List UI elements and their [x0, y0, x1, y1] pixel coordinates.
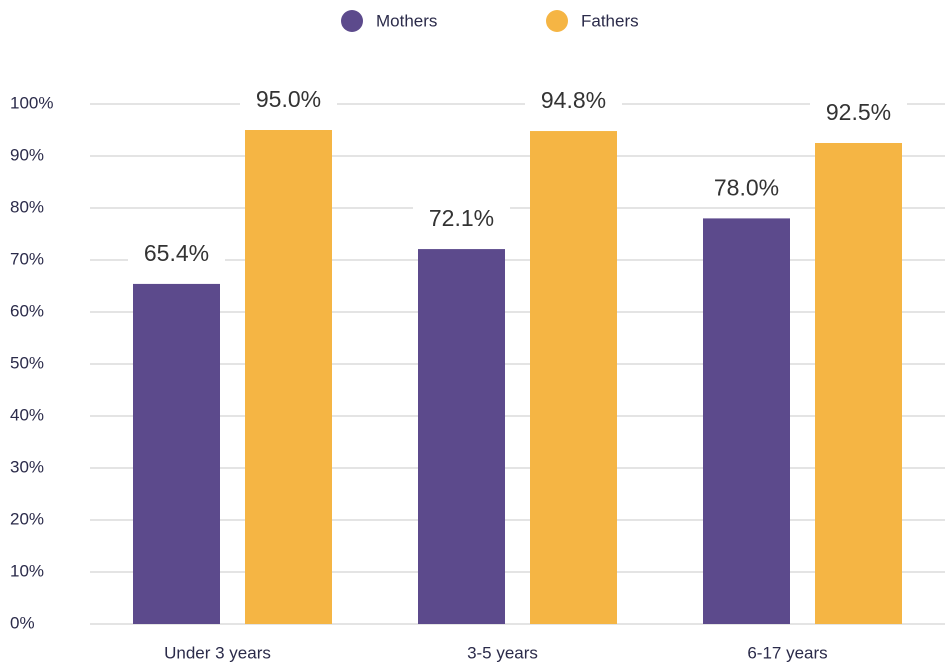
data-label: 78.0%: [714, 174, 779, 200]
legend-swatch: [546, 10, 568, 32]
data-label: 65.4%: [144, 240, 209, 266]
data-label: 72.1%: [429, 205, 494, 231]
data-label: 94.8%: [541, 87, 606, 113]
y-tick-label: 0%: [10, 613, 35, 632]
label-background: [240, 85, 337, 117]
label-background: [413, 204, 510, 237]
x-tick-label: 3-5 years: [467, 643, 538, 662]
bar: [703, 218, 790, 624]
bar: [245, 130, 332, 624]
legend-label: Mothers: [376, 11, 437, 30]
y-tick-label: 100%: [10, 93, 53, 112]
y-tick-label: 30%: [10, 457, 44, 476]
y-tick-label: 90%: [10, 145, 44, 164]
bar: [815, 143, 902, 624]
legend-swatch: [341, 10, 363, 32]
y-tick-label: 80%: [10, 197, 44, 216]
bar: [418, 249, 505, 624]
x-tick-label: Under 3 years: [164, 643, 271, 662]
data-label: 92.5%: [826, 99, 891, 125]
y-tick-label: 40%: [10, 405, 44, 424]
y-tick-label: 70%: [10, 249, 44, 268]
label-background: [525, 86, 622, 119]
label-background: [128, 238, 225, 271]
legend-label: Fathers: [581, 11, 639, 30]
label-background: [698, 173, 795, 206]
y-tick-label: 60%: [10, 301, 44, 320]
x-tick-label: 6-17 years: [747, 643, 827, 662]
bar: [530, 131, 617, 625]
y-tick-label: 10%: [10, 561, 44, 580]
y-tick-label: 20%: [10, 509, 44, 528]
data-label: 95.0%: [256, 86, 321, 112]
y-tick-label: 50%: [10, 353, 44, 372]
label-background: [810, 98, 907, 130]
bar: [133, 283, 220, 624]
